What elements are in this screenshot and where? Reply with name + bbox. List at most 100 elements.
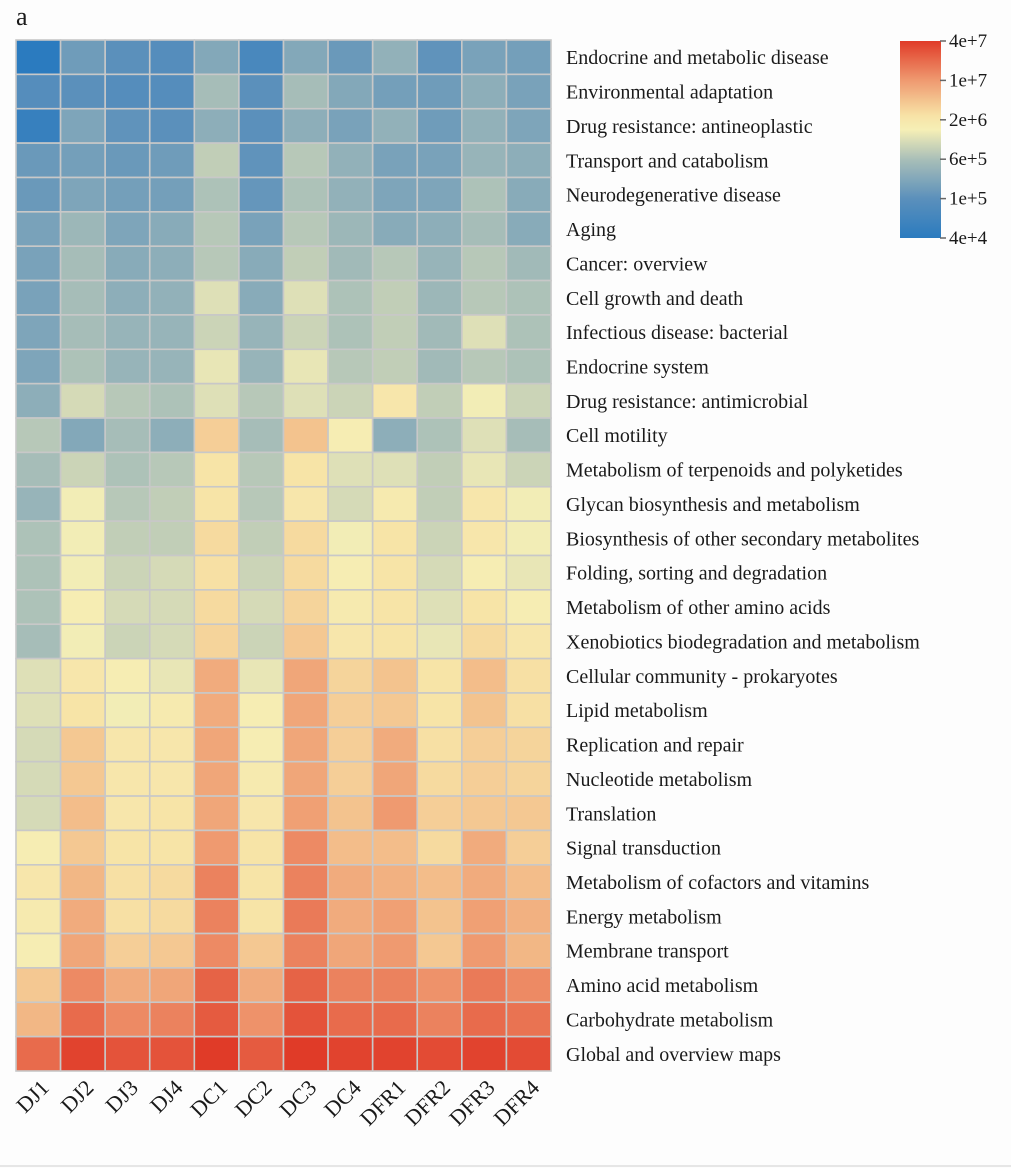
heatmap-cell [505,417,552,454]
heatmap-cell [15,589,62,626]
heatmap-cell [15,726,62,763]
heatmap-cell [416,726,463,763]
row-label: Cell motility [566,425,668,447]
heatmap-cell [282,760,329,797]
heatmap-cell [148,279,196,316]
heatmap-cell [416,107,463,144]
heatmap-cell [371,211,419,247]
heatmap-cell [416,73,463,110]
row-label: Metabolism of other amino acids [566,597,831,619]
heatmap-cell [505,314,552,351]
heatmap-cell [193,932,240,969]
row-label: Nucleotide metabolism [566,769,753,791]
heatmap-cell [59,485,106,522]
heatmap-cell [505,176,552,213]
heatmap-cell [461,657,508,694]
row-label: Neurodegenerative disease [566,185,781,207]
heatmap-cell [59,107,106,144]
row-label: Infectious disease: bacterial [566,322,789,344]
heatmap-cell [505,73,552,110]
heatmap-cell [104,279,151,316]
heatmap-cell [282,863,329,900]
heatmap-cell [461,451,508,488]
heatmap-cell [193,485,240,522]
heatmap-cell [104,417,151,454]
heatmap-cell [282,39,329,76]
heatmap-cell [282,554,329,591]
column-label: DFR3 [444,1075,500,1131]
bottom-divider [0,1165,1011,1167]
heatmap-cell [59,176,106,213]
heatmap-cell [505,967,552,1004]
heatmap-cell [282,898,329,935]
heatmap-cell [148,382,196,419]
heatmap-cell [104,348,151,385]
heatmap-cell [104,451,151,488]
heatmap-cell [327,142,374,179]
heatmap-cell [193,967,240,1004]
heatmap-cell [505,142,552,179]
heatmap-cell [238,829,285,866]
panel-label: a [16,2,28,31]
heatmap-cell [15,451,62,488]
heatmap-cell [15,73,62,110]
column-label: DJ4 [145,1075,188,1118]
heatmap-cell [193,107,240,144]
heatmap-cell [327,932,374,969]
heatmap-cell [416,279,463,316]
heatmap-cell [327,245,374,282]
heatmap-cell [59,760,106,797]
heatmap-cell [371,485,419,522]
column-label: DC1 [185,1075,232,1122]
heatmap-cell [416,348,463,385]
heatmap-cell [15,863,62,900]
heatmap-cell [238,760,285,797]
heatmap-cell [327,382,374,419]
heatmap-cell [148,520,196,557]
heatmap-cell [59,1001,106,1038]
heatmap-cell [238,1001,285,1038]
heatmap-cell [59,348,106,385]
heatmap-cell [15,211,62,247]
heatmap-cell [461,245,508,282]
heatmap-cell [148,554,196,591]
heatmap-cell [371,107,419,144]
heatmap-cell [416,657,463,694]
heatmap-cell [371,726,419,763]
row-label: Energy metabolism [566,906,722,928]
heatmap-cell [15,382,62,419]
heatmap-cell [327,73,374,110]
heatmap-cell [327,520,374,557]
heatmap-cell [327,898,374,935]
heatmap-cell [461,107,508,144]
heatmap-cell [505,107,552,144]
row-label: Cancer: overview [566,253,708,275]
heatmap-cell [282,245,329,282]
heatmap-cell [148,142,196,179]
heatmap-cell [59,1035,106,1072]
row-label: Transport and catabolism [566,150,769,172]
heatmap-cell [282,451,329,488]
heatmap-cell [505,623,552,660]
heatmap-cell [505,760,552,797]
row-label: Folding, sorting and degradation [566,563,827,585]
heatmap-cell [193,726,240,763]
heatmap-cell [282,142,329,179]
heatmap-cell [193,795,240,832]
heatmap-cell [461,485,508,522]
heatmap-cell [282,589,329,626]
heatmap-cell [282,657,329,694]
legend-tick-label: 2e+6 [949,110,987,131]
heatmap-cell [148,73,196,110]
heatmap-cell [104,73,151,110]
heatmap-cell [148,348,196,385]
heatmap-cell [193,520,240,557]
heatmap-cell [238,932,285,969]
heatmap-cell [327,1035,374,1072]
heatmap-cell [505,932,552,969]
heatmap-cell [371,176,419,213]
heatmap-cell [59,520,106,557]
heatmap-cell [461,520,508,557]
heatmap-cell [15,142,62,179]
